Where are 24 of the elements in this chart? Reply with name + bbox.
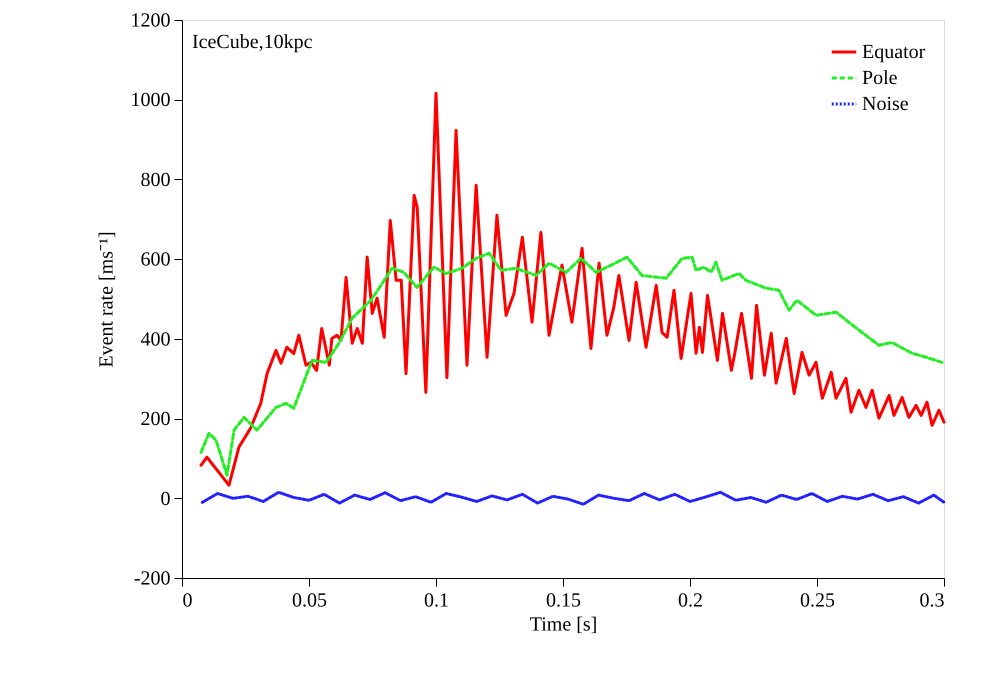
x-tick-label: 0.3 xyxy=(920,590,944,612)
legend-label: Noise xyxy=(862,93,909,115)
x-tick-label: 0.05 xyxy=(292,590,327,612)
line-series xyxy=(200,92,946,487)
y-axis-title: Event rate [ms⁻¹] xyxy=(96,231,118,368)
x-tick-label: 0.1 xyxy=(424,590,449,612)
x-tick-label: 0.2 xyxy=(678,590,703,612)
annotation: IceCube,10kpc xyxy=(192,31,313,53)
x-tick-label: 0 xyxy=(182,590,192,612)
line-series xyxy=(200,252,944,477)
y-tick-label: 200 xyxy=(140,408,170,430)
y-tick-label: -200 xyxy=(134,568,170,590)
legend-label: Equator xyxy=(862,41,926,63)
y-tick-label: 400 xyxy=(140,328,170,350)
x-tick-label: 0.15 xyxy=(546,590,581,612)
y-tick-label: 1200 xyxy=(130,10,170,32)
y-tick-label: 800 xyxy=(140,168,170,191)
y-tick-label: 600 xyxy=(140,248,170,271)
legend-label: Pole xyxy=(862,67,898,89)
y-tick-label: 0 xyxy=(160,488,170,510)
y-tick-label: 1000 xyxy=(130,89,170,112)
x-axis-title: Time [s] xyxy=(530,614,598,636)
x-tick-label: 0.25 xyxy=(800,590,835,612)
line-series xyxy=(200,490,946,506)
